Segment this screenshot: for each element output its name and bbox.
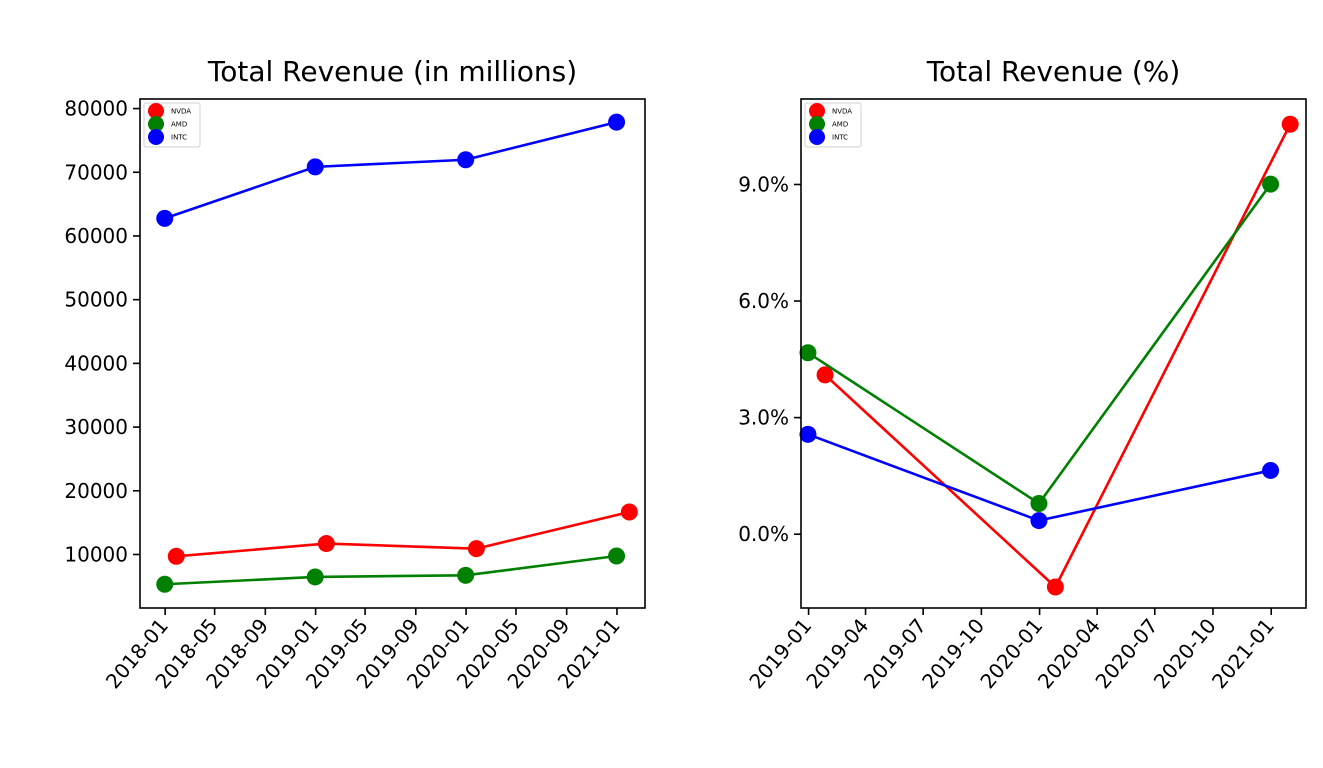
data-point-nvda (467, 540, 485, 558)
data-point-nvda (1281, 115, 1299, 133)
data-point-nvda (317, 535, 335, 553)
legend-label-amd: AMD (832, 121, 848, 129)
x-tick-label: 2021-01 (1207, 614, 1279, 693)
legend-label-nvda: NVDA (171, 108, 191, 116)
revenue-millions-chart: Total Revenue (in millions) 10000 20000 300… (64, 55, 646, 693)
data-point-intc (1030, 512, 1048, 530)
y-tick-label: 3.0% (738, 406, 789, 430)
data-point-intc (799, 425, 817, 443)
y-tick-label: 20000 (64, 479, 128, 503)
series-line-amd (807, 183, 1272, 506)
axes-frame (800, 98, 1307, 609)
data-point-amd (799, 344, 817, 362)
legend-marker-intc (809, 129, 825, 145)
legend: NVDA AMD INTC (804, 102, 862, 148)
legend-marker-intc (148, 129, 164, 145)
legend-marker-amd (148, 116, 164, 132)
y-tick-label: 0.0% (738, 522, 789, 546)
series-line-intc (164, 120, 617, 220)
axes-frame (139, 98, 646, 609)
legend-marker-amd (809, 116, 825, 132)
legend-label-intc: INTC (832, 134, 848, 142)
data-point-intc (608, 113, 626, 131)
series-line-nvda (176, 510, 630, 558)
y-tick-label: 6.0% (738, 289, 789, 313)
y-tick-label: 40000 (64, 351, 128, 375)
data-point-amd (156, 575, 174, 593)
revenue-percent-chart: Total Revenue (%)0.0%3.0%6.0%9.0%2019-01… (738, 55, 1307, 693)
legend-label-nvda: NVDA (832, 108, 852, 116)
legend-marker-nvda (809, 103, 825, 119)
data-point-intc (457, 151, 475, 169)
legend-label-amd: AMD (171, 121, 187, 129)
y-tick-label: 10000 (64, 542, 128, 566)
data-point-nvda (167, 547, 185, 565)
y-tick-label: 70000 (64, 160, 128, 184)
series-line-amd (164, 554, 617, 586)
data-point-amd (1262, 175, 1280, 193)
data-point-intc (306, 158, 324, 176)
data-point-nvda (620, 503, 638, 521)
y-tick-label: 30000 (64, 415, 128, 439)
data-point-amd (608, 547, 626, 565)
chart-title: Total Revenue (%) (926, 55, 1181, 88)
data-point-intc (156, 209, 174, 227)
y-tick-label: 80000 (64, 97, 128, 121)
y-tick-label: 9.0% (738, 172, 789, 196)
data-point-nvda (1046, 578, 1064, 596)
data-point-amd (1030, 494, 1048, 512)
data-point-amd (306, 568, 324, 586)
data-point-amd (457, 566, 475, 584)
data-point-intc (1262, 461, 1280, 479)
data-point-nvda (816, 366, 834, 384)
chart-title: Total Revenue (in millions) (207, 55, 577, 88)
legend-marker-nvda (148, 103, 164, 119)
y-tick-label: 60000 (64, 224, 128, 248)
legend: NVDA AMD INTC (143, 102, 201, 148)
legend-label-intc: INTC (171, 134, 187, 142)
y-tick-label: 50000 (64, 288, 128, 312)
